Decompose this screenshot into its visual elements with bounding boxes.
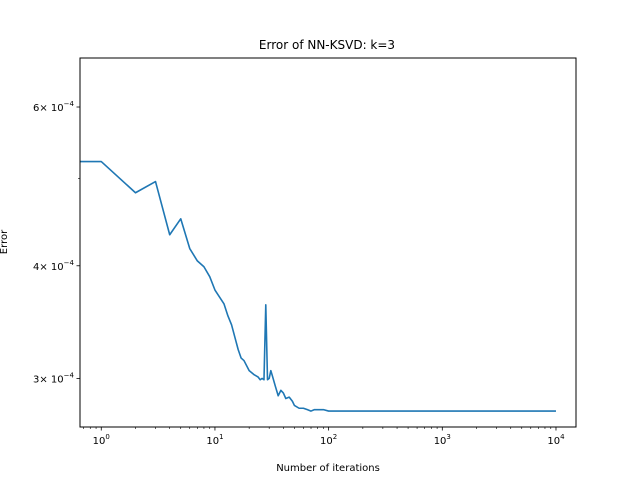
plot-frame — [79, 57, 577, 428]
error-series-line — [80, 160, 556, 412]
x-axis-label: Number of iterations — [276, 463, 380, 474]
y-tick-label: 4× 10−4 — [33, 259, 75, 273]
x-tick-label: 104 — [547, 433, 565, 447]
x-tick-label: 102 — [320, 433, 337, 447]
y-tick-label: 3× 10−4 — [33, 371, 75, 385]
x-tick-label: 103 — [434, 433, 451, 447]
chart-title: Error of NN-KSVD: k=3 — [259, 38, 395, 52]
x-tick-label: 101 — [206, 433, 223, 447]
axis-ticks: 100 101 102 103 104 3× 10−4 4× 10−4 6× 10−4 — [33, 100, 565, 447]
x-tick-label: 100 — [93, 433, 110, 447]
y-tick-label: 6× 10−4 — [33, 100, 75, 114]
y-axis-label: Error — [0, 229, 10, 254]
